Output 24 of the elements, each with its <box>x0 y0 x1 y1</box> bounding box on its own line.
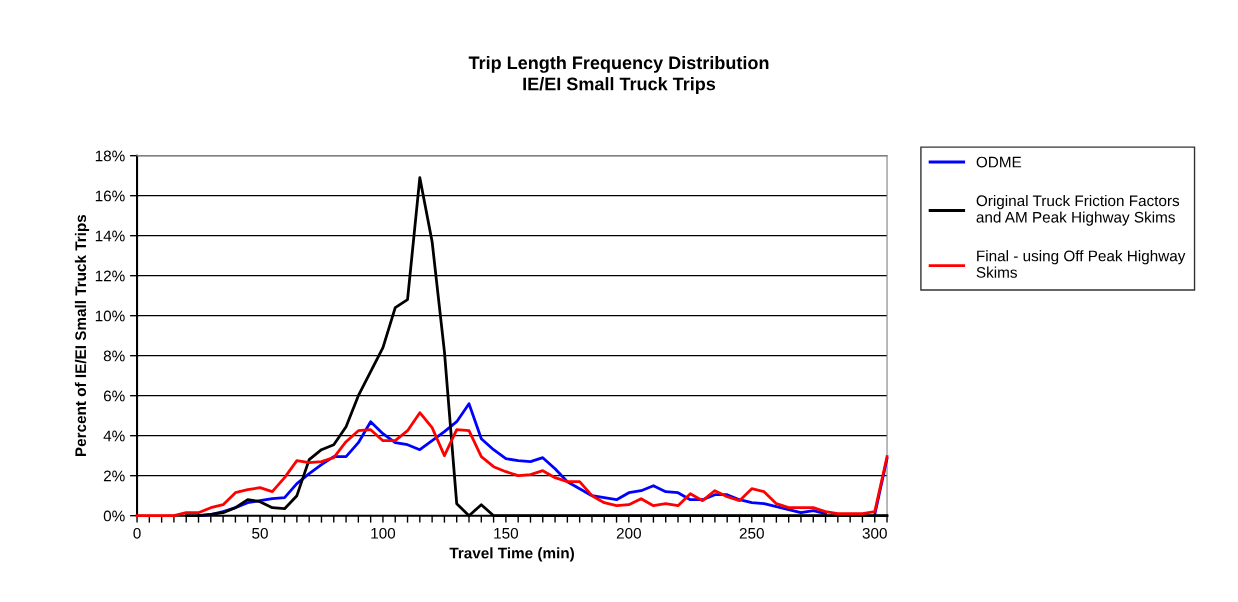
y-tick-label: 16% <box>95 190 125 202</box>
y-tick-label: 10% <box>95 310 125 322</box>
x-tick-label: 150 <box>494 527 519 539</box>
legend-label: ODME <box>976 156 1022 168</box>
chart-subtitle: IE/EI Small Truck Trips <box>523 77 716 94</box>
chart-title: Trip Length Frequency Distribution <box>468 55 769 73</box>
x-tick-label: 50 <box>252 527 268 539</box>
y-tick-label: 2% <box>103 470 125 482</box>
x-tick-label: 100 <box>371 527 396 539</box>
x-tick-label: 250 <box>739 527 764 539</box>
x-tick-label: 200 <box>616 527 641 539</box>
y-tick-label: 12% <box>95 270 125 282</box>
y-tick-label: 8% <box>103 350 125 362</box>
y-tick-label: 18% <box>95 150 125 162</box>
x-tick-label: 300 <box>862 527 887 539</box>
y-tick-label: 14% <box>95 230 125 242</box>
legend-label: Original Truck Friction Factors and AM Peak Highway Skims <box>976 194 1180 226</box>
x-axis-title: Travel Time (min) <box>449 547 574 562</box>
y-tick-label: 4% <box>103 430 125 442</box>
x-tick-label: 0 <box>133 527 141 539</box>
legend-label: Final - using Off Peak Highway Skims <box>976 250 1186 278</box>
y-tick-label: 6% <box>103 390 125 402</box>
y-axis-title: Percent of IE/EI Small Truck Trips <box>74 214 90 457</box>
y-tick-label: 0% <box>103 510 125 522</box>
